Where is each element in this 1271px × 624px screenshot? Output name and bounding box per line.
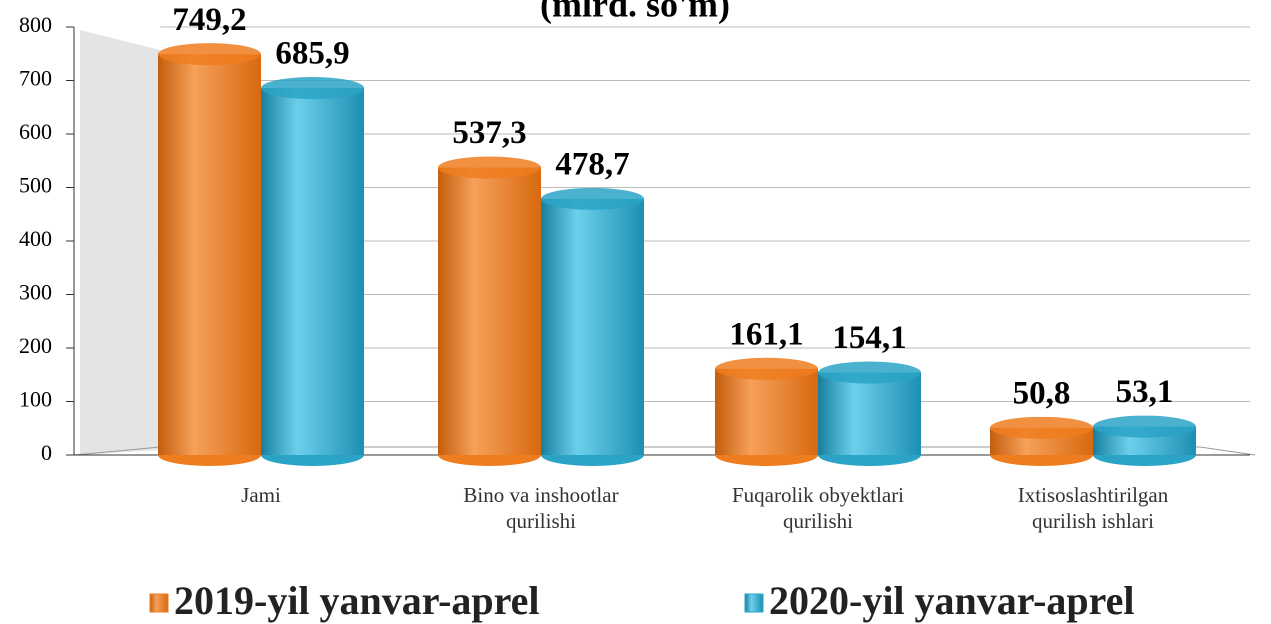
bar-top — [438, 156, 541, 179]
y-tick-label: 800 — [19, 12, 52, 37]
bar — [541, 198, 644, 455]
floor — [73, 446, 1256, 456]
value-label: 749,2 — [172, 2, 246, 38]
bar — [818, 372, 921, 455]
y-tick-label: 100 — [19, 387, 52, 412]
bar-top — [715, 357, 818, 380]
bar — [715, 368, 818, 455]
y-tick-label: 600 — [19, 119, 52, 144]
chart-title: (mlrd. so'm) — [540, 0, 730, 24]
value-label: 537,3 — [452, 115, 526, 151]
value-label: 685,9 — [275, 36, 349, 72]
bar-top — [541, 187, 644, 210]
bar-top — [158, 43, 261, 66]
y-tick-label: 0 — [41, 440, 52, 465]
value-label: 50,8 — [1013, 375, 1071, 411]
legend-label: 2019-yil yanvar-aprel — [174, 578, 540, 623]
value-label: 53,1 — [1116, 374, 1174, 410]
y-tick-label: 300 — [19, 280, 52, 305]
value-label: 154,1 — [832, 320, 906, 356]
y-tick-label: 400 — [19, 226, 52, 251]
y-tick-label: 500 — [19, 173, 52, 198]
y-tick-label: 200 — [19, 333, 52, 358]
bar — [261, 88, 364, 455]
legend-swatch — [744, 593, 764, 613]
bar — [438, 167, 541, 455]
value-label: 161,1 — [729, 316, 803, 352]
x-tick-label: Bino va inshootlar qurilishi — [463, 483, 619, 533]
side-panel — [80, 30, 160, 455]
x-tick-label: Jami — [241, 483, 281, 507]
bar-top — [990, 416, 1093, 439]
bar-top — [1093, 415, 1196, 438]
legend-label: 2020-yil yanvar-aprel — [769, 578, 1135, 623]
bar-top — [261, 77, 364, 100]
bar-top — [818, 361, 921, 384]
legend-swatch — [149, 593, 169, 613]
y-tick-label: 700 — [19, 66, 52, 91]
value-label: 478,7 — [555, 146, 629, 182]
x-tick-label: Fuqarolik obyektlari qurilishi — [731, 483, 905, 533]
x-tick-label: Ixtisoslashtirilgan qurilish ishlari — [1017, 483, 1169, 533]
bar — [158, 54, 261, 455]
